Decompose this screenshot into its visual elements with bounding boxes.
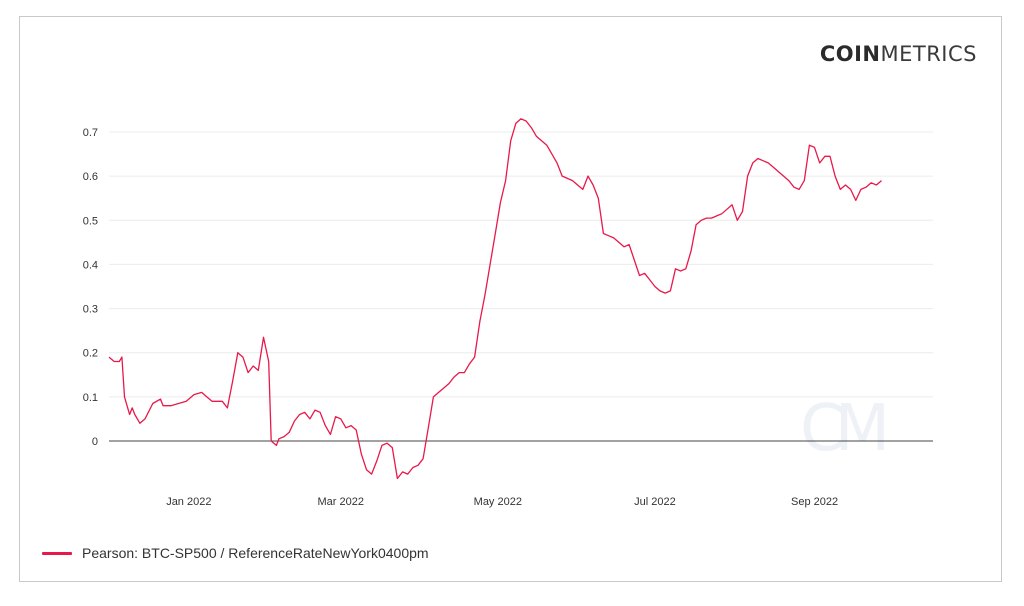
chart-frame: COINMETRICS CM 0 0.1 0.2 0.3 0.4 0.5 0.6 0.7 Jan… <box>19 16 1002 582</box>
series-line <box>108 118 882 480</box>
y-tick-label: 0.5 <box>83 215 98 227</box>
coinmetrics-logo: COINMETRICS <box>820 42 977 66</box>
y-tick-label: 0.6 <box>83 171 98 183</box>
x-tick-label: Jan 2022 <box>166 496 211 508</box>
y-tick-label: 0.4 <box>83 259 98 271</box>
logo-part-2: METRICS <box>880 42 977 66</box>
y-tick-label: 0.2 <box>83 348 98 360</box>
logo-part-1: COIN <box>819 42 881 66</box>
y-tick-label: 0 <box>92 436 98 448</box>
x-tick-label: Mar 2022 <box>318 496 364 508</box>
x-tick-label: Jul 2022 <box>634 496 676 508</box>
y-tick-label: 0.3 <box>83 304 98 316</box>
y-tick-label: 0.7 <box>83 127 98 139</box>
cm-watermark: CM <box>800 392 890 466</box>
legend-label: Pearson: BTC-SP500 / ReferenceRateNewYor… <box>82 545 429 561</box>
legend-swatch <box>42 551 72 555</box>
x-tick-label: Sep 2022 <box>791 496 838 508</box>
legend: Pearson: BTC-SP500 / ReferenceRateNewYor… <box>42 545 429 561</box>
line-chart: 0 0.1 0.2 0.3 0.4 0.5 0.6 0.7 Jan 2022 Mar 2022 Ma… <box>83 118 933 508</box>
y-tick-label: 0.1 <box>83 392 98 404</box>
x-tick-label: May 2022 <box>474 496 522 508</box>
